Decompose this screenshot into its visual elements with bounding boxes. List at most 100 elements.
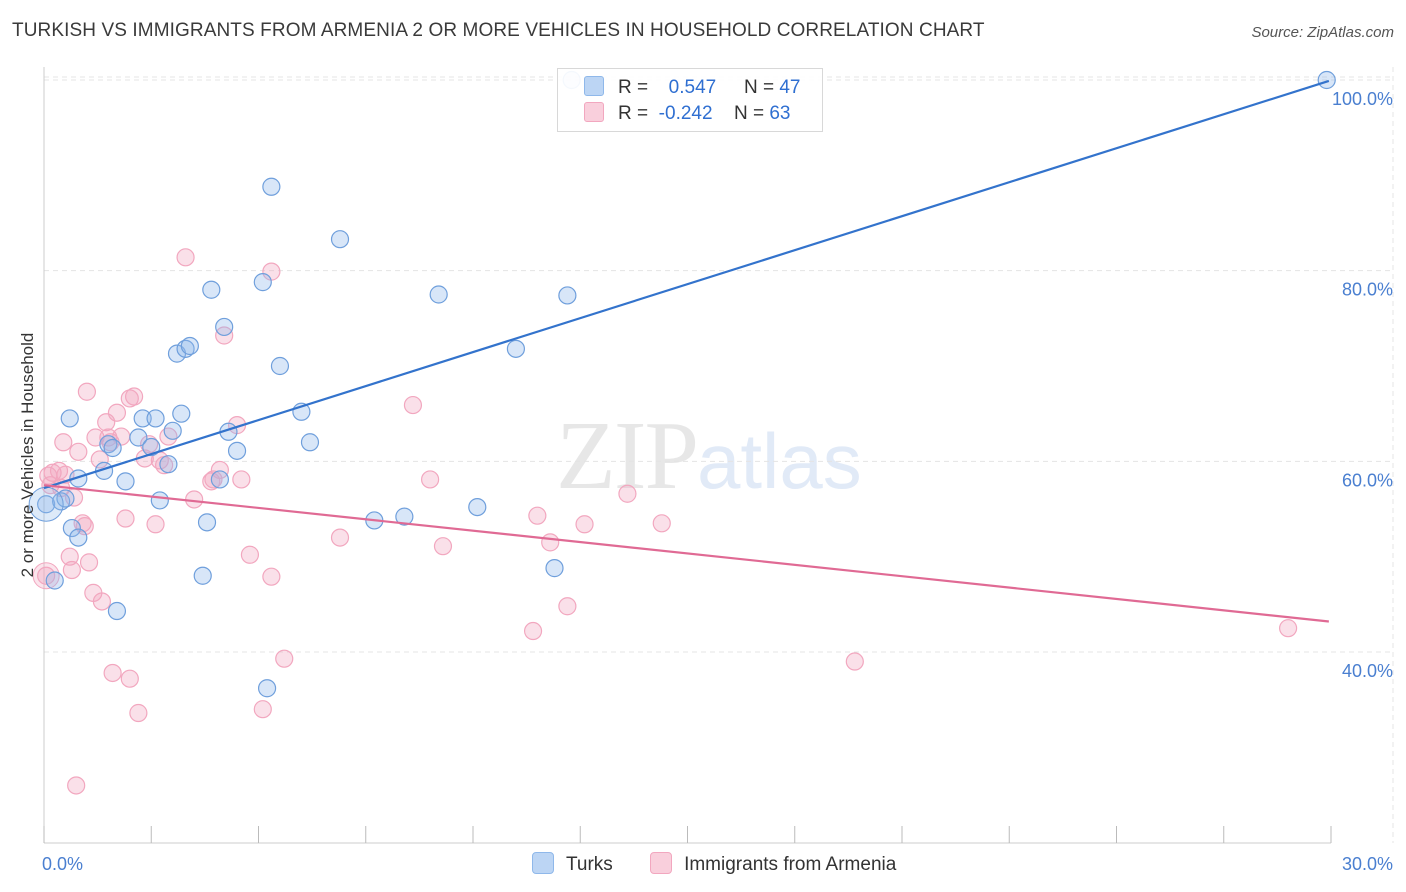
data-point [193, 566, 212, 585]
data-point [545, 559, 564, 578]
trend-lines [43, 79, 1330, 623]
data-point [506, 339, 526, 358]
data-point [103, 663, 122, 683]
legend-r-label: R = [618, 77, 649, 98]
data-point [140, 435, 159, 454]
data-point [129, 703, 148, 723]
data-point [210, 460, 229, 480]
legend-row-armenia: R = -0.242 N = 63 [584, 102, 790, 126]
data-point [77, 382, 97, 401]
legend-n-value: 63 [769, 103, 791, 124]
data-point [150, 491, 169, 510]
data-point [210, 470, 229, 489]
bottom-legend-armenia-label: Immigrants from Armenia [684, 854, 897, 875]
data-point [275, 649, 294, 668]
data-point [69, 469, 88, 488]
data-point [541, 533, 560, 552]
data-point [618, 484, 637, 503]
data-point [270, 356, 290, 376]
data-point [69, 528, 88, 547]
chart-title: TURKISH VS IMMIGRANTS FROM ARMENIA 2 OR … [12, 20, 985, 41]
data-point [103, 438, 122, 458]
data-point [159, 455, 178, 474]
legend-r-value: 0.547 [668, 77, 717, 98]
bottom-legend-turks: Turks [532, 852, 613, 876]
y-tick-label: 80.0% [1342, 280, 1393, 300]
data-point [67, 776, 86, 795]
data-point [146, 409, 165, 428]
data-point [1278, 619, 1298, 638]
data-point [116, 509, 135, 528]
data-point [90, 450, 109, 469]
legend-row-turks: R = 0.547 N = 47 [584, 76, 800, 100]
data-point [54, 433, 73, 452]
tick-labels: 40.0% 60.0% 80.0% 100.0% 0.0% 30.0% [42, 89, 1393, 874]
data-point [180, 336, 199, 356]
grid [44, 67, 1394, 843]
data-point [330, 230, 350, 249]
data-point [468, 497, 487, 517]
y-tick-label: 60.0% [1342, 470, 1393, 490]
source-label: Source: ZipAtlas.com [1251, 24, 1394, 41]
data-point [56, 489, 75, 508]
data-point [523, 621, 543, 641]
data-point [45, 571, 64, 590]
y-tick-label: 40.0% [1342, 661, 1393, 681]
data-point [79, 553, 99, 572]
watermark: ZIPatlas [556, 400, 862, 512]
data-point [107, 403, 127, 422]
data-point [257, 679, 277, 698]
data-point [330, 528, 350, 547]
data-point [133, 409, 152, 428]
x-tick-label: 0.0% [42, 854, 83, 874]
data-point [120, 669, 139, 688]
data-point [107, 601, 127, 621]
trend-line-armenia [43, 484, 1329, 623]
data-point [575, 515, 594, 534]
legend-n-label: N = [743, 77, 775, 98]
legend-n-value: 47 [779, 77, 801, 98]
data-point [129, 428, 148, 447]
data-point [204, 470, 223, 489]
data-point [163, 421, 182, 440]
bottom-legend-swatch-turks [532, 852, 554, 874]
legend-r-value: -0.242 [658, 103, 713, 124]
data-point [528, 506, 547, 525]
data-point [421, 470, 440, 489]
data-point [240, 545, 260, 564]
data-point [92, 592, 112, 611]
legend-swatch-armenia [584, 102, 604, 122]
data-point [37, 495, 56, 514]
data-point [262, 567, 281, 586]
bottom-legend-turks-label: Turks [566, 854, 613, 875]
data-point [172, 404, 191, 423]
data-point [60, 547, 79, 566]
data-point [124, 387, 144, 406]
data-point [62, 518, 81, 538]
data-point [558, 286, 577, 305]
y-axis-label: 2 or more Vehicles in Household [18, 332, 37, 578]
legend: R = 0.547 N = 47 R = -0.242 N = 63 [557, 68, 823, 132]
series-turks [28, 70, 1336, 698]
data-point [73, 514, 92, 533]
data-point [142, 437, 161, 457]
data-point-large [32, 562, 60, 590]
watermark-zip: ZIP [556, 402, 699, 510]
data-point [232, 470, 251, 489]
data-point [262, 177, 281, 196]
data-point [395, 507, 414, 526]
data-point [116, 472, 135, 491]
legend-swatch-turks [584, 76, 604, 96]
data-point [60, 409, 79, 428]
data-point [1317, 70, 1336, 90]
data-point [300, 433, 320, 452]
data-point [37, 566, 56, 585]
bottom-legend-swatch-armenia [650, 852, 673, 874]
data-point [652, 514, 671, 533]
data-point [197, 513, 217, 532]
trend-line-turks [43, 79, 1330, 490]
series-armenia [32, 248, 1298, 795]
data-point [558, 597, 577, 616]
data-point [62, 560, 81, 580]
